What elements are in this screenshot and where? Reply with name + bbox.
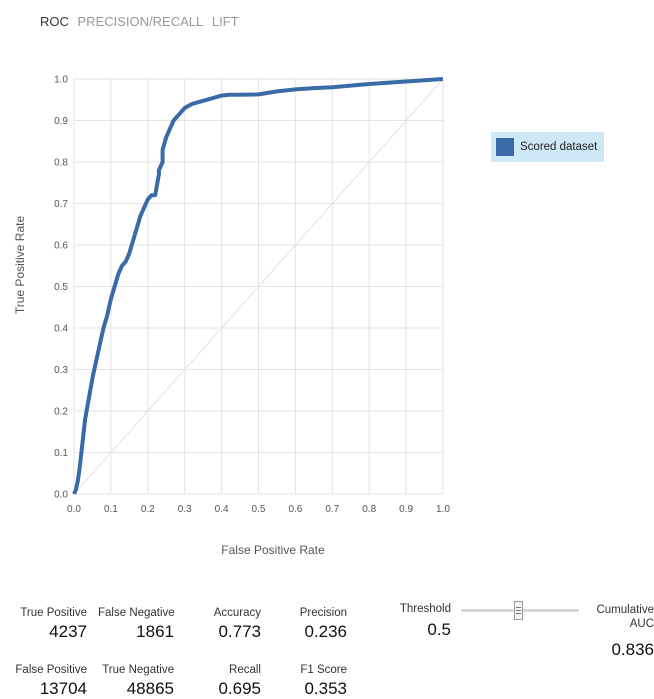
- y-tick-label: 0.7: [54, 199, 68, 210]
- metric-value: 4237: [49, 622, 87, 641]
- x-tick-label: 0.1: [104, 504, 118, 515]
- diagonal-reference-line: [73, 78, 444, 495]
- tick-labels: 0.0 0.1 0.2 0.3 0.4 0.5 0.6 0.7 0.8 0.9 1.0 0.0 0.1 0…: [54, 75, 450, 516]
- metric-recall: Recall 0.695: [196, 664, 261, 699]
- y-tick-label: 0.3: [54, 365, 68, 376]
- metric-false-positive: False Positive 13704: [10, 664, 87, 699]
- legend-label: Scored dataset: [520, 141, 598, 153]
- metric-true-negative: True Negative 48865: [98, 664, 174, 699]
- chart-tabs: ROC PRECISION/RECALL LIFT: [40, 14, 244, 29]
- metric-label: True Positive: [20, 607, 87, 619]
- tab-roc[interactable]: ROC: [40, 14, 69, 29]
- y-tick-label: 1.0: [54, 75, 68, 86]
- grid-lines: [73, 78, 444, 495]
- roc-chart: 0.0 0.1 0.2 0.3 0.4 0.5 0.6 0.7 0.8 0.9 1.0 0.0 0.1 0…: [13, 75, 450, 558]
- metric-value: 0.695: [218, 679, 261, 698]
- y-tick-label: 0.2: [54, 407, 68, 418]
- x-tick-label: 0.0: [67, 504, 81, 515]
- x-tick-label: 0.3: [178, 504, 192, 515]
- tab-precision-recall[interactable]: PRECISION/RECALL: [77, 14, 204, 29]
- metric-value: 0.773: [218, 622, 261, 641]
- threshold-value: 0.5: [427, 620, 451, 639]
- metric-value: 13704: [39, 679, 87, 698]
- metric-precision: Precision 0.236: [282, 607, 347, 642]
- metric-label: True Negative: [102, 664, 174, 676]
- metric-label: Recall: [229, 664, 261, 676]
- roc-curve-scored-dataset: [72, 77, 444, 495]
- cumulative-auc-value: 0.836: [611, 640, 654, 659]
- x-tick-label: 0.5: [252, 504, 266, 515]
- y-tick-label: 0.0: [54, 490, 68, 501]
- y-tick-label: 0.6: [54, 241, 68, 252]
- metric-label: F1 Score: [300, 664, 347, 676]
- y-tick-label: 0.1: [54, 448, 68, 459]
- x-tick-label: 0.6: [288, 504, 302, 515]
- metric-value: 48865: [126, 679, 174, 698]
- metric-f1-score: F1 Score 0.353: [282, 664, 347, 699]
- tab-lift[interactable]: LIFT: [211, 14, 239, 29]
- x-tick-label: 1.0: [436, 504, 450, 515]
- x-tick-label: 0.2: [141, 504, 155, 515]
- x-tick-label: 0.9: [399, 504, 413, 515]
- metric-value: 0.236: [304, 622, 347, 641]
- metric-true-positive: True Positive 4237: [14, 607, 87, 642]
- threshold-slider-handle[interactable]: [514, 601, 523, 620]
- x-tick-label: 0.7: [325, 504, 339, 515]
- x-tick-label: 0.8: [362, 504, 376, 515]
- y-tick-label: 0.5: [54, 282, 68, 293]
- metric-accuracy: Accuracy 0.773: [196, 607, 261, 642]
- x-tick-label: 0.4: [215, 504, 229, 515]
- metric-value: 0.353: [304, 679, 347, 698]
- metric-label: Accuracy: [213, 607, 261, 619]
- metric-label: False Negative: [98, 607, 175, 619]
- metric-label: Precision: [299, 607, 347, 619]
- x-axis-title: False Positive Rate: [221, 543, 325, 557]
- y-tick-label: 0.8: [54, 158, 68, 169]
- legend[interactable]: Scored dataset: [491, 132, 604, 162]
- y-tick-label: 0.9: [54, 116, 68, 127]
- metric-false-negative: False Negative 1861: [98, 607, 175, 642]
- metric-value: 1861: [136, 622, 174, 641]
- cumulative-auc-label: Cumulative AUC: [596, 604, 654, 630]
- y-tick-label: 0.4: [54, 324, 68, 335]
- y-axis-title: True Positive Rate: [13, 216, 27, 315]
- threshold-label: Threshold: [399, 603, 451, 615]
- legend-swatch: [496, 138, 514, 156]
- metric-label: False Positive: [15, 664, 87, 676]
